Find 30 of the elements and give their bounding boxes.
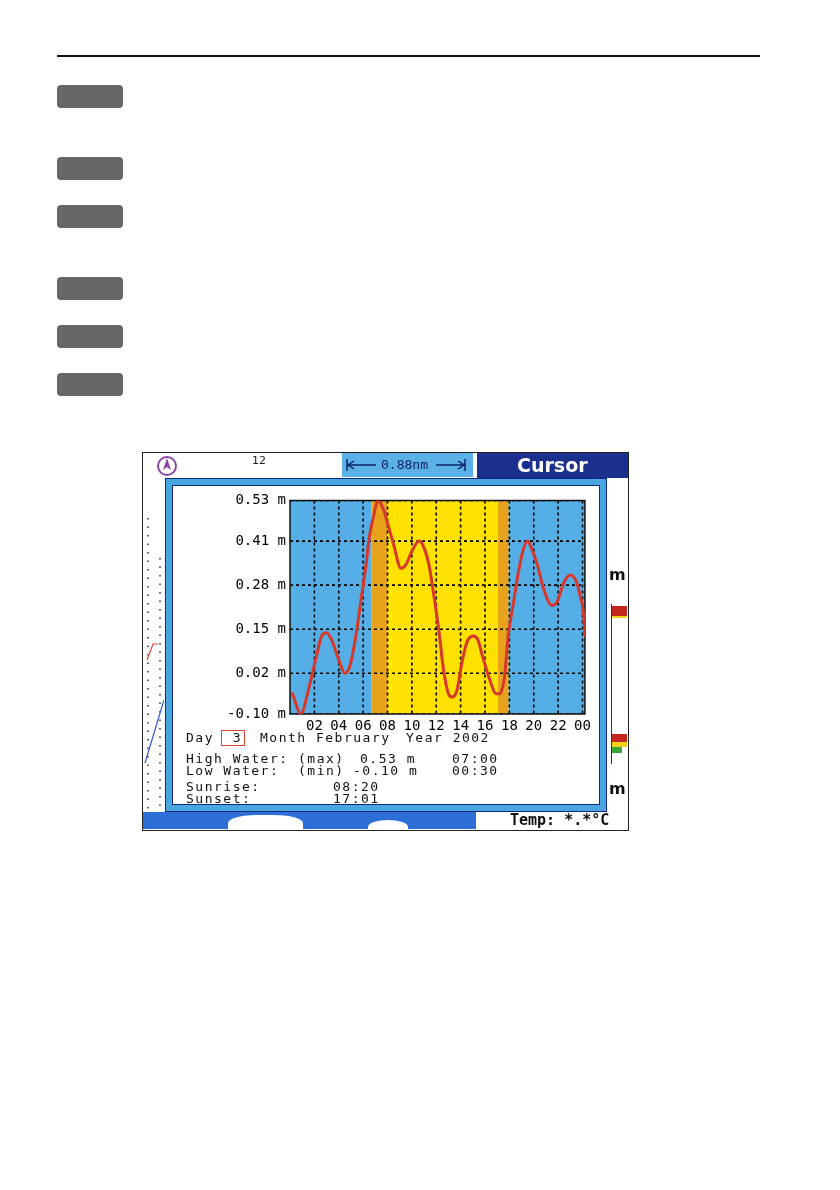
text: 0.53 m	[360, 751, 416, 766]
y-tick-label: 0.02 m	[235, 663, 286, 680]
text: Temp: *.*°C	[510, 811, 610, 830]
text: Day	[186, 730, 214, 745]
text: 3	[221, 730, 245, 746]
line-series	[290, 500, 585, 714]
text: Sunset:	[186, 791, 252, 806]
y-tick-label: -0.10 m	[226, 704, 286, 721]
text: 07:00	[452, 751, 499, 766]
text: Cursor	[517, 454, 588, 477]
y-tick-label: 0.15 m	[235, 619, 286, 636]
text: 00:30	[452, 763, 499, 778]
text: High Water:	[186, 751, 289, 766]
text: m	[609, 779, 626, 799]
x-tick-label: 18	[500, 717, 518, 734]
y-tick-label: 0.53 m	[235, 491, 286, 508]
y-tick-label: 0.41 m	[235, 531, 286, 548]
text: 12	[252, 454, 266, 468]
y-tick-label: 0.28 m	[235, 575, 286, 592]
text: (min)	[298, 763, 345, 778]
text: 0.88nm	[381, 457, 428, 473]
text: -0.10 m	[353, 763, 419, 778]
text: (max)	[298, 751, 345, 766]
text: Sunrise:	[186, 779, 261, 794]
text: 08:20	[333, 779, 380, 794]
x-tick-label: 22	[549, 717, 567, 734]
text: m	[609, 565, 626, 585]
text: 17:01	[333, 791, 380, 806]
x-tick-label: 00	[574, 717, 591, 734]
x-tick-label: 20	[525, 717, 543, 734]
